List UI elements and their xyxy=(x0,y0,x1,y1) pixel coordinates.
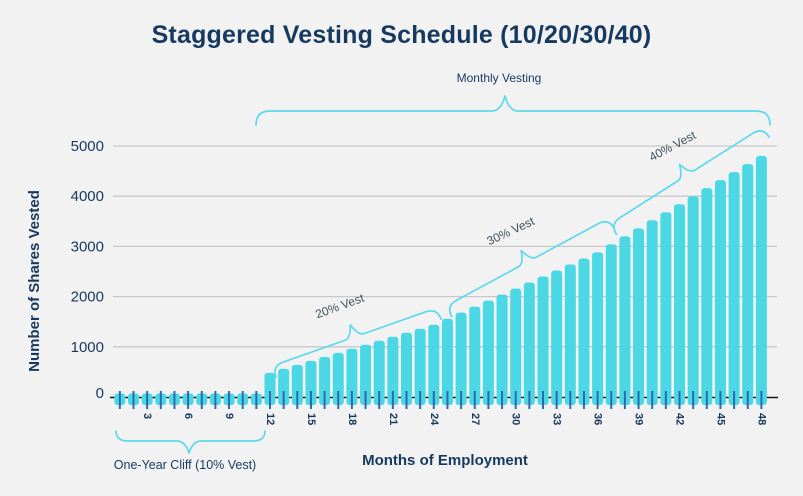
bar xyxy=(387,336,399,405)
bar xyxy=(373,340,385,405)
brace-one-year-cliff xyxy=(115,430,266,454)
bar xyxy=(264,372,276,405)
y-tick-label: 0 xyxy=(96,385,104,402)
y-tick-label: 4000 xyxy=(71,188,104,205)
x-tick-label: 21 xyxy=(387,413,399,425)
bar xyxy=(510,288,522,405)
x-tick-label: 18 xyxy=(346,413,358,425)
bar xyxy=(714,180,726,405)
bar xyxy=(455,312,467,405)
x-tick-label: 42 xyxy=(674,413,686,425)
bar xyxy=(305,360,317,405)
bar xyxy=(414,328,426,405)
bar xyxy=(360,344,372,405)
bar xyxy=(755,156,767,405)
bar xyxy=(551,270,563,405)
bar xyxy=(523,282,535,405)
x-tick-label: 12 xyxy=(264,413,276,425)
bar xyxy=(441,318,453,405)
brace-40-vest xyxy=(613,130,771,235)
bar xyxy=(482,300,494,405)
bar xyxy=(332,352,344,405)
bar xyxy=(660,212,672,405)
bar xyxy=(278,368,290,405)
bar xyxy=(496,294,508,405)
bar xyxy=(346,348,358,405)
bar xyxy=(401,332,412,405)
bars xyxy=(114,156,767,405)
y-tick-labels: 0 1000 2000 3000 4000 5000 xyxy=(71,138,104,402)
bar xyxy=(469,306,481,405)
bar xyxy=(564,264,576,405)
y-tick-label: 2000 xyxy=(71,289,104,306)
bar xyxy=(605,244,617,405)
bar xyxy=(428,324,440,405)
bar xyxy=(701,188,713,405)
x-tick-label: 6 xyxy=(182,413,194,419)
x-tick-label: 27 xyxy=(469,413,481,425)
brace-monthly-vesting xyxy=(255,95,771,126)
bar xyxy=(291,364,303,405)
x-tick-label: 33 xyxy=(551,413,563,425)
x-tick-label: 15 xyxy=(305,413,317,425)
x-tick-label: 30 xyxy=(510,413,522,425)
page-title: Staggered Vesting Schedule (10/20/30/40) xyxy=(151,21,652,49)
bar xyxy=(742,164,754,405)
tick-marks xyxy=(118,391,763,409)
x-tick-label: 24 xyxy=(428,413,440,426)
x-tick-label: 9 xyxy=(223,413,235,419)
bar xyxy=(319,356,331,405)
x-tick-label: 45 xyxy=(714,413,726,425)
bar xyxy=(592,252,604,405)
bar xyxy=(728,172,740,405)
x-axis-title: Months of Employment xyxy=(362,452,528,469)
x-tick-label: 48 xyxy=(755,413,767,425)
bar xyxy=(687,196,699,405)
y-tick-label: 1000 xyxy=(71,339,104,356)
y-tick-label: 3000 xyxy=(71,238,104,255)
bar xyxy=(578,258,590,405)
x-tick-label: 3 xyxy=(141,413,153,419)
bar xyxy=(537,276,549,405)
bar xyxy=(646,220,658,405)
annotation-one-year-cliff: One-Year Cliff (10% Vest) xyxy=(113,458,257,472)
y-axis-title: Number of Shares Vested xyxy=(26,190,43,372)
x-tick-label: 36 xyxy=(592,413,604,425)
x-tick-labels: 3 6 9 12 15 18 21 24 27 30 33 36 39 42 45 48 xyxy=(141,413,767,426)
x-tick-label: 39 xyxy=(633,413,645,425)
bar xyxy=(674,204,685,405)
y-tick-label: 5000 xyxy=(71,138,104,155)
brace-30-vest xyxy=(448,220,616,318)
annotation-monthly-vesting: Monthly Vesting xyxy=(456,71,542,85)
bar xyxy=(633,228,645,405)
bar xyxy=(619,236,631,405)
brace-20-vest xyxy=(274,309,442,379)
